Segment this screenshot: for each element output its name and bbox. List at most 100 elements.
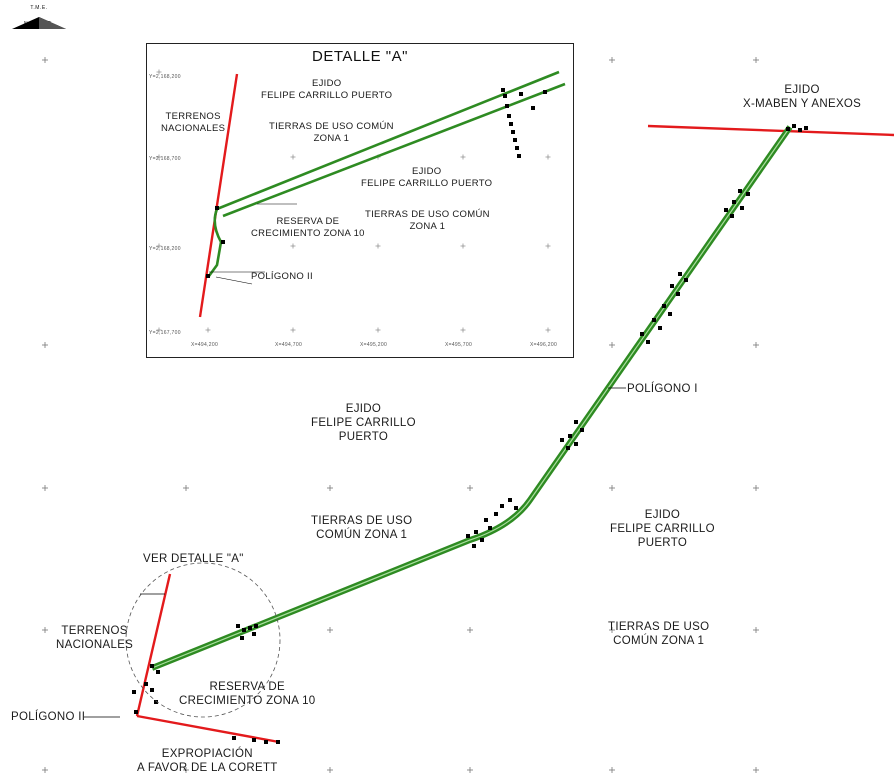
survey-point bbox=[150, 664, 154, 668]
north-arrow: T.M.E. NORTE bbox=[12, 5, 66, 29]
survey-point bbox=[242, 628, 246, 632]
survey-point bbox=[730, 214, 734, 218]
survey-point bbox=[500, 504, 504, 508]
survey-point bbox=[724, 208, 728, 212]
inset-label-tierras-mid: TIERRAS DE USO COMÚN ZONA 1 bbox=[365, 209, 490, 232]
survey-point bbox=[684, 278, 688, 282]
inset-x-tick-2: X=495,200 bbox=[360, 342, 388, 348]
survey-point bbox=[646, 340, 650, 344]
survey-point bbox=[264, 740, 268, 744]
label-reserva: RESERVA DE CRECIMIENTO ZONA 10 bbox=[179, 681, 316, 707]
survey-point bbox=[144, 682, 148, 686]
inset-label-ejido-top: EJIDO FELIPE CARRILLO PUERTO bbox=[261, 78, 393, 101]
boundary-lines bbox=[135, 124, 894, 744]
inset-leaders bbox=[209, 203, 297, 285]
survey-point bbox=[738, 189, 742, 193]
boundary-terrenos bbox=[135, 573, 172, 717]
inset-drawing bbox=[156, 69, 566, 333]
survey-point bbox=[480, 538, 484, 542]
survey-point bbox=[236, 624, 240, 628]
survey-point bbox=[792, 124, 796, 128]
survey-point bbox=[732, 200, 736, 204]
survey-point bbox=[484, 518, 488, 522]
inset-label-ejido-mid: EJIDO FELIPE CARRILLO PUERTO bbox=[361, 166, 493, 189]
survey-point bbox=[804, 126, 808, 130]
inset-x-tick-4: X=496,200 bbox=[530, 342, 558, 348]
survey-point bbox=[798, 128, 802, 132]
survey-point bbox=[466, 534, 470, 538]
inset-label-tierras-top: TIERRAS DE USO COMÚN ZONA 1 bbox=[269, 121, 394, 144]
inset-y-tick-3: Y=2,167,700 bbox=[149, 330, 181, 336]
survey-point bbox=[566, 446, 570, 450]
survey-point bbox=[154, 700, 158, 704]
grid-crosses bbox=[42, 57, 759, 773]
survey-point bbox=[132, 690, 136, 694]
survey-point bbox=[150, 688, 154, 692]
survey-point bbox=[560, 438, 564, 442]
survey-point bbox=[276, 740, 280, 744]
survey-point bbox=[252, 738, 256, 742]
survey-point bbox=[474, 530, 478, 534]
north-arrow-icon bbox=[12, 17, 66, 29]
survey-point bbox=[252, 632, 256, 636]
detail-a-inset: DETALLE "A" EJIDO FELIPE CARRILLO PUERTO… bbox=[146, 43, 574, 358]
label-tierras-center: TIERRAS DE USO COMÚN ZONA 1 bbox=[311, 515, 413, 541]
survey-point bbox=[240, 636, 244, 640]
survey-point bbox=[494, 512, 498, 516]
inset-label-poligono-ii: POLÍGONO II bbox=[251, 271, 313, 282]
inset-points bbox=[206, 88, 547, 278]
survey-point bbox=[156, 670, 160, 674]
label-ejido-center: EJIDO FELIPE CARRILLO PUERTO bbox=[311, 403, 416, 443]
survey-point bbox=[254, 624, 258, 628]
survey-point bbox=[568, 434, 572, 438]
label-poligono-ii: POLÍGONO II bbox=[11, 711, 86, 723]
survey-point bbox=[232, 736, 236, 740]
survey-point bbox=[668, 312, 672, 316]
survey-point bbox=[678, 272, 682, 276]
label-ver-detalle[interactable]: VER DETALLE "A" bbox=[143, 553, 244, 565]
survey-point bbox=[670, 284, 674, 288]
inset-alignment-lower bbox=[222, 82, 566, 218]
survey-point bbox=[472, 544, 476, 548]
survey-point bbox=[514, 506, 518, 510]
alignment-poligono-i bbox=[150, 125, 793, 671]
boundary-xmaben bbox=[647, 124, 894, 137]
survey-point bbox=[652, 318, 656, 322]
label-expropiacion: EXPROPIACIÓN A FAVOR DE LA CORETT bbox=[137, 748, 278, 774]
survey-point bbox=[574, 420, 578, 424]
inset-label-terrenos: TERRENOS NACIONALES bbox=[161, 111, 226, 134]
inset-x-tick-3: X=495,700 bbox=[445, 342, 473, 348]
survey-point bbox=[658, 326, 662, 330]
label-tierras-right: TIERRAS DE USO COMÚN ZONA 1 bbox=[608, 621, 710, 647]
inset-y-tick-0: Y=2,168,200 bbox=[149, 74, 181, 80]
survey-point bbox=[580, 428, 584, 432]
survey-point bbox=[746, 192, 750, 196]
inset-label-reserva: RESERVA DE CRECIMIENTO ZONA 10 bbox=[251, 216, 365, 239]
label-ejido-xmaben: EJIDO X-MABEN Y ANEXOS bbox=[743, 84, 862, 110]
survey-point bbox=[740, 206, 744, 210]
boundary-expropiacion bbox=[136, 714, 280, 744]
survey-point bbox=[134, 710, 138, 714]
detail-a-circle[interactable] bbox=[125, 562, 281, 718]
survey-point bbox=[508, 498, 512, 502]
survey-points bbox=[132, 124, 808, 744]
alignment-centerline bbox=[151, 126, 791, 669]
survey-point bbox=[662, 304, 666, 308]
label-poligono-i: POLÍGONO I bbox=[627, 383, 698, 395]
inset-title: DETALLE "A" bbox=[312, 48, 408, 65]
survey-point bbox=[786, 127, 790, 131]
label-terrenos: TERRENOS NACIONALES bbox=[56, 625, 134, 651]
inset-grid bbox=[156, 69, 551, 333]
survey-point bbox=[248, 626, 252, 630]
inset-x-tick-0: X=494,200 bbox=[191, 342, 219, 348]
survey-point bbox=[488, 526, 492, 530]
inset-alignment-upper bbox=[216, 70, 560, 211]
label-ejido-right: EJIDO FELIPE CARRILLO PUERTO bbox=[610, 509, 715, 549]
inset-y-tick-2: Y=2,168,200 bbox=[149, 246, 181, 252]
survey-point bbox=[676, 292, 680, 296]
north-arrow-top-text: T.M.E. bbox=[30, 5, 48, 11]
survey-point bbox=[574, 442, 578, 446]
inset-x-tick-1: X=494,700 bbox=[275, 342, 303, 348]
inset-y-tick-1: Y=2,168,700 bbox=[149, 156, 181, 162]
